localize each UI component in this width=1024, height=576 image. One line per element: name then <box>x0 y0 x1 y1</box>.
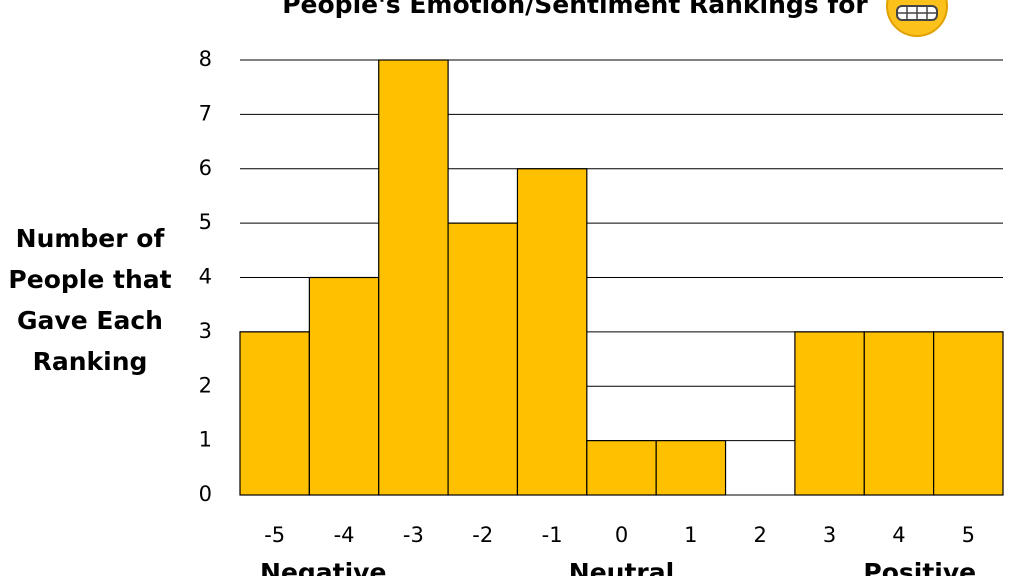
bar <box>239 331 310 496</box>
x-tick-label: -4 <box>334 523 355 547</box>
y-tick-label: 7 <box>199 101 212 125</box>
y-tick-label: 6 <box>199 156 212 180</box>
bar <box>655 440 727 496</box>
y-tick-label: 8 <box>199 47 212 71</box>
y-tick-label: 3 <box>199 319 212 343</box>
bar <box>863 331 935 496</box>
y-tick-label: 0 <box>199 482 212 506</box>
x-tick-label: -2 <box>472 523 493 547</box>
y-tick-label: 5 <box>199 210 212 234</box>
bar <box>516 168 588 496</box>
x-tick-label: 1 <box>684 523 697 547</box>
y-axis-label: Number of <box>16 224 166 253</box>
y-axis-label: Gave Each <box>17 306 163 335</box>
x-tick-label: -3 <box>403 523 424 547</box>
y-tick-label: 1 <box>199 428 212 452</box>
x-tick-label: 5 <box>962 523 975 547</box>
x-tick-label: -5 <box>264 523 285 547</box>
x-tick-label: 2 <box>754 523 767 547</box>
group-label: Negative <box>260 558 386 576</box>
group-label: Neutral <box>569 558 674 576</box>
bar <box>933 331 1004 496</box>
y-tick-label: 2 <box>199 373 212 397</box>
x-tick-label: -1 <box>542 523 563 547</box>
group-label: Positive <box>863 558 976 576</box>
y-tick-label: 4 <box>199 265 212 289</box>
x-tick-label: 0 <box>615 523 628 547</box>
y-axis-label: Ranking <box>33 347 148 376</box>
chart-title: People's Emotion/Sentiment Rankings for <box>282 0 868 19</box>
bar <box>447 222 519 496</box>
x-tick-label: 4 <box>892 523 905 547</box>
emoji-icon <box>886 0 948 37</box>
bar <box>308 276 380 496</box>
bar <box>586 440 657 496</box>
y-axis-label: People that <box>8 265 171 294</box>
bar <box>794 331 865 496</box>
x-tick-label: 3 <box>823 523 836 547</box>
bar <box>378 59 449 496</box>
